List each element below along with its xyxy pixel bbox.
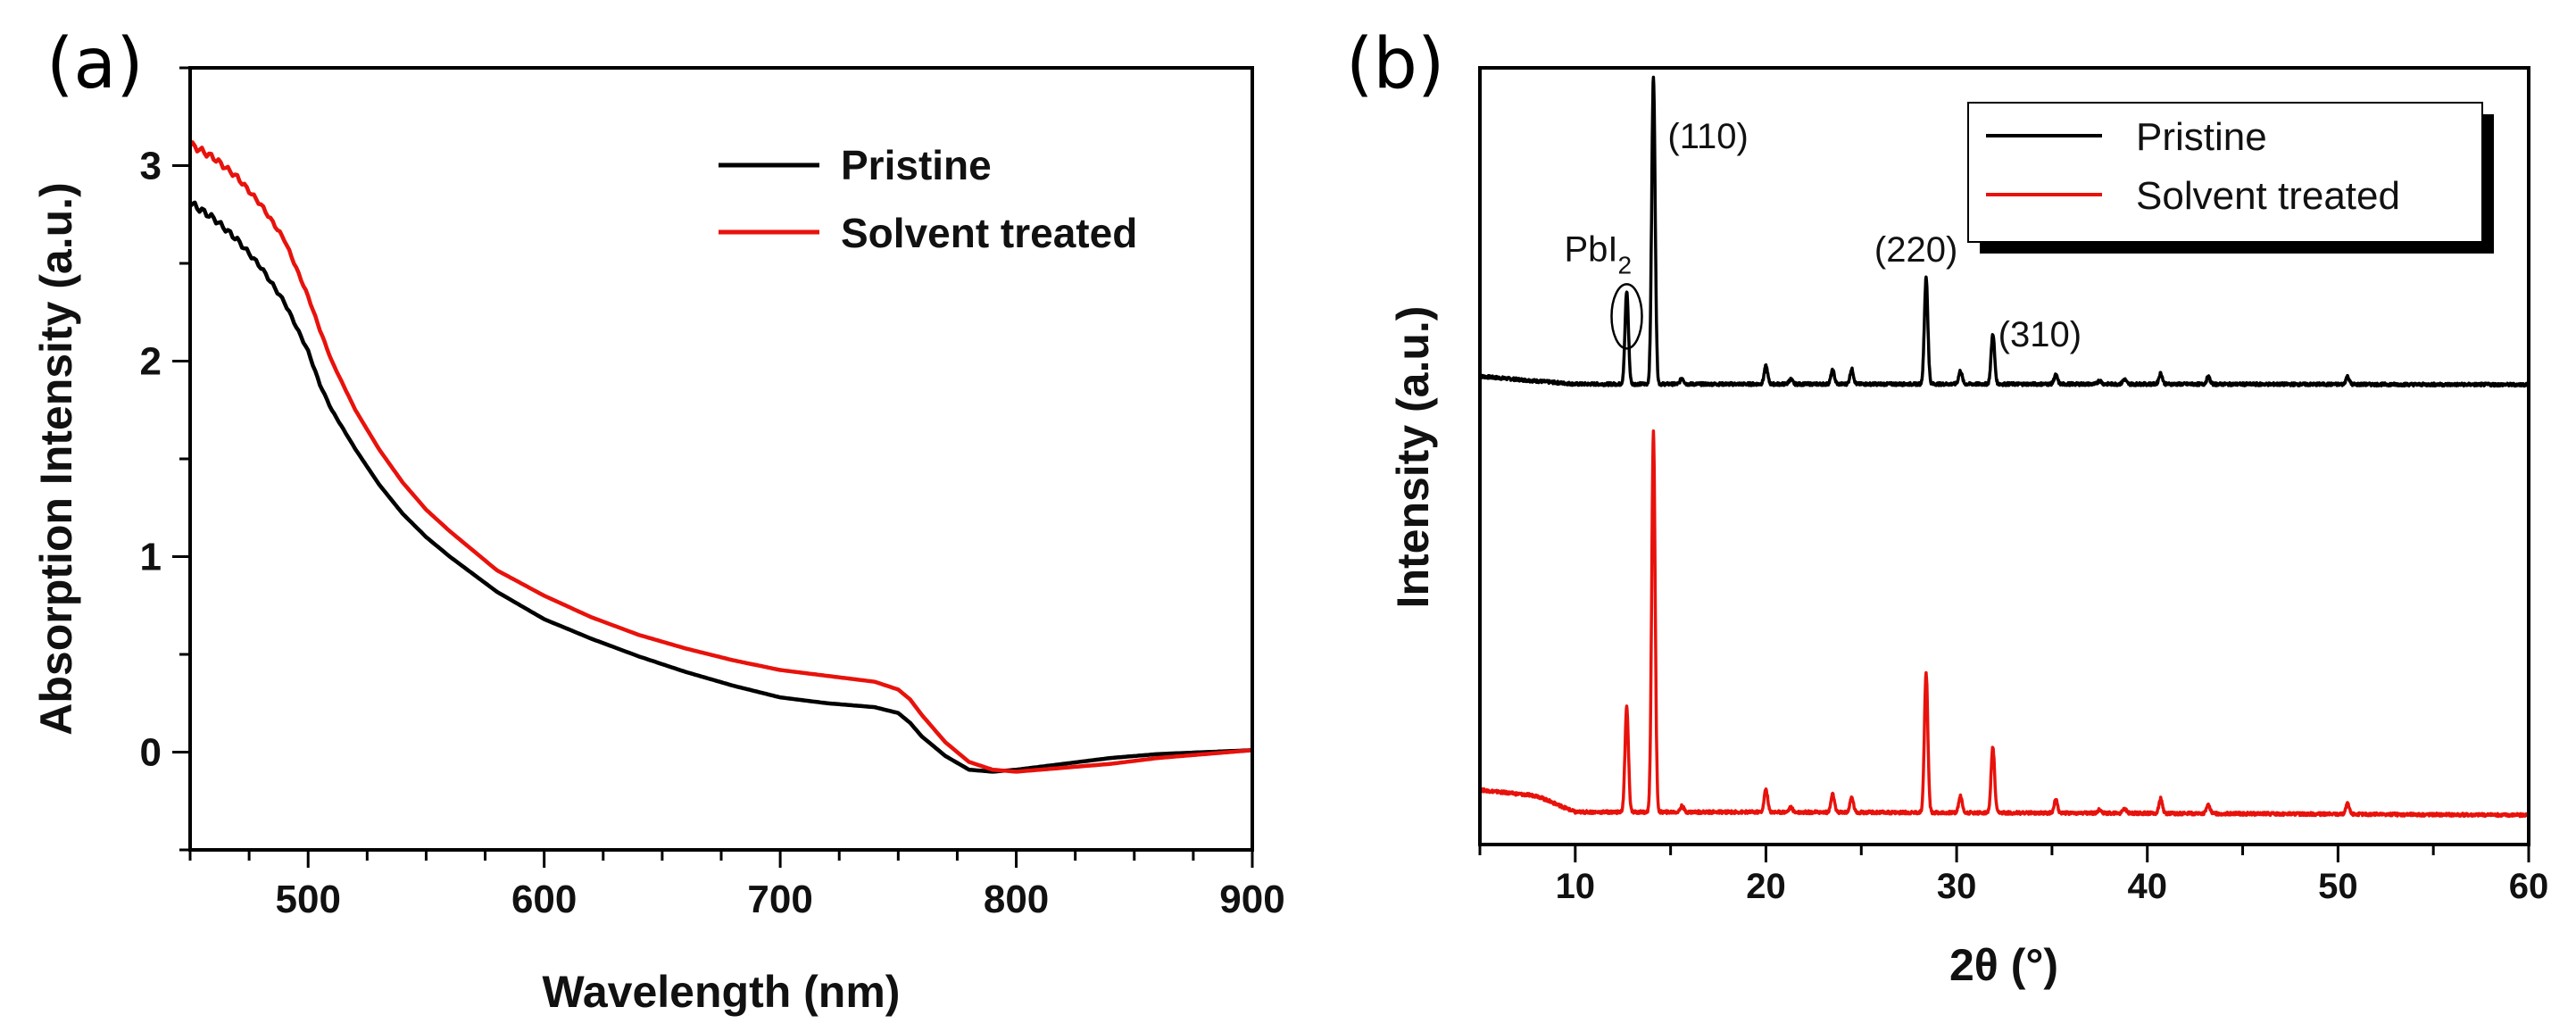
panel-a-y-tick-label: 0	[140, 731, 162, 775]
legend-b-solvent-label: Solvent treated	[2136, 174, 2400, 218]
panel-b-x-axis-title: 2θ (°)	[1949, 940, 2058, 990]
panel-a-x-tick-label: 700	[747, 878, 812, 921]
panel-a-plot-frame	[188, 66, 1254, 852]
panel-b-series-pristine-line	[1478, 75, 2530, 388]
panel-b-x-tick-label: 10	[1556, 867, 1596, 906]
panel-a-x-tick-label: 800	[984, 878, 1049, 921]
panel-a-x-tick-label: 900	[1219, 878, 1284, 921]
peak-label-110: (110)	[1667, 117, 1748, 156]
panel-a-y-tick-label: 1	[140, 536, 162, 579]
panel-b-x-tick-label: 60	[2509, 867, 2549, 906]
panel-a-y-tick-label: 2	[140, 340, 162, 384]
legend-b-pristine-label: Pristine	[2136, 115, 2267, 159]
panel-a-x-axis-title: Wavelength (nm)	[543, 967, 901, 1017]
panel-b-legend: Pristine Solvent treated	[1967, 102, 2494, 254]
pbi2-annotation: PbI2	[1565, 229, 1633, 279]
panel-a-legend: Pristine Solvent treated	[719, 142, 1137, 256]
panel-b-plot-frame	[1478, 66, 2530, 846]
panel-a-x-tick-label: 600	[511, 878, 577, 921]
panel-a-series-solvent-treated-line	[188, 140, 1253, 774]
legend-a-solvent-label: Solvent treated	[841, 210, 1137, 256]
legend-b-box	[1967, 102, 2483, 243]
legend-a-pristine-label: Pristine	[841, 142, 992, 188]
panel-b-x-tick-label: 40	[2127, 867, 2167, 906]
pbi2-peak-marker	[1610, 283, 1643, 350]
panel-b-series-solvent-treated-line	[1478, 429, 2530, 819]
panel-b-x-tick-label: 50	[2318, 867, 2358, 906]
panel-a-label: (a)	[46, 24, 144, 104]
panel-a-x-tick-label: 500	[276, 878, 341, 921]
panel-b: (b) 10 20 30 40 50 60 (110) (220) (310) PbI2 2θ …	[1346, 24, 2548, 990]
pbi2-subscript: 2	[1618, 251, 1633, 279]
peak-label-220: (220)	[1874, 230, 1957, 270]
peak-label-310: (310)	[1998, 315, 2082, 354]
panel-a-series-pristine-line	[188, 200, 1253, 774]
panel-b-label: (b)	[1346, 24, 1444, 104]
panel-b-y-axis-title: Intensity (a.u.)	[1388, 306, 1438, 609]
panel-a-y-axis-title: Absorption Intensity (a.u.)	[31, 182, 81, 735]
panel-b-x-tick-label: 20	[1746, 867, 1786, 906]
panel-b-x-tick-label: 30	[1937, 867, 1977, 906]
panel-a-y-tick-label: 3	[140, 145, 162, 188]
